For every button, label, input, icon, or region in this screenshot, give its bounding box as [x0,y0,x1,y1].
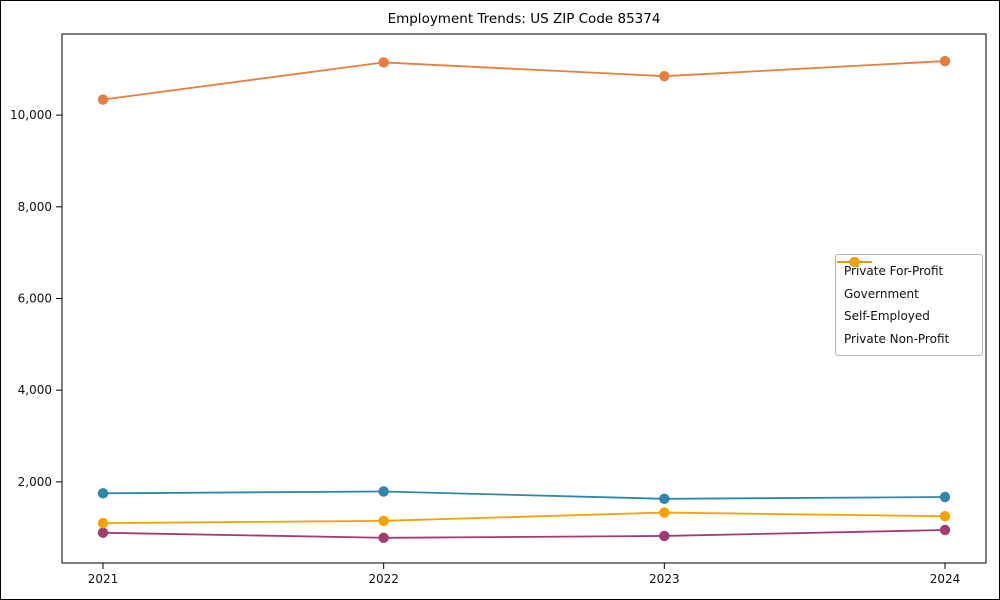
data-point-self-employed-2024 [939,524,951,536]
series-line-self-employed [102,529,946,539]
x-tick-label: 2023 [649,572,680,586]
data-point-private-non-profit-2021 [97,517,109,529]
x-tick-label: 2022 [368,572,399,586]
y-tick-label: 6,000 [18,292,52,306]
legend-label: Private Non-Profit [844,331,950,346]
series-line-private-for-profit [102,60,946,101]
data-point-private-for-profit-2023 [659,70,670,82]
data-point-private-for-profit-2022 [378,57,389,68]
data-point-self-employed-2022 [378,532,389,543]
series-layer [97,55,951,543]
legend-marker-icon [837,257,872,267]
data-point-government-2023 [659,493,670,505]
data-point-self-employed-2021 [97,527,109,538]
data-point-self-employed-2023 [659,530,670,542]
data-point-government-2021 [97,488,109,499]
legend-label: Private For-Profit [844,264,944,279]
x-tick-label: 2021 [88,572,119,586]
chart-title: Employment Trends: US ZIP Code 85374 [388,11,661,27]
y-tick-label: 4,000 [18,383,52,397]
y-tick-label: 8,000 [18,200,52,214]
series-line-government [102,490,946,500]
legend-item-government: Government [837,257,975,306]
data-point-private-non-profit-2024 [939,511,951,522]
series-line-private-non-profit [102,511,946,525]
legend-label: Self-Employed [844,309,930,324]
data-point-private-for-profit-2021 [97,94,109,105]
data-point-private-non-profit-2022 [378,515,389,527]
data-point-private-non-profit-2023 [659,507,670,518]
legend: Private For-Profit Government Self-Employe… [835,254,983,356]
data-point-government-2024 [939,491,951,503]
legend-item-self-employed: Self-Employed [837,257,975,328]
axis-ticks: 2,000 4,000 6,000 8,000 10,000 2021 2022 2023 20… [10,108,960,586]
legend-label: Government [844,286,919,301]
x-tick-label: 2024 [930,572,961,586]
legend-item-private-non-profit: Private Non-Profit [837,257,975,351]
y-tick-label: 2,000 [18,475,52,489]
data-point-government-2022 [378,486,389,497]
y-tick-label: 10,000 [10,108,52,122]
data-point-private-for-profit-2024 [939,55,951,67]
